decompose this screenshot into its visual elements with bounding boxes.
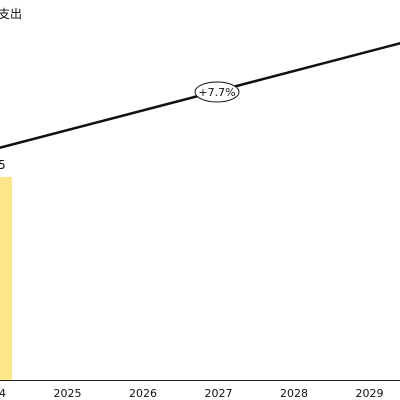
- bar-2024: [0, 177, 12, 380]
- cagr-label-bubble: [194, 81, 240, 103]
- x-tick-label: 2024: [0, 387, 6, 400]
- x-tick-label: 2026: [129, 387, 157, 400]
- x-tick-label: 2028: [280, 387, 308, 400]
- bar-value-label: 5: [0, 158, 6, 172]
- x-tick-label: 2025: [54, 387, 82, 400]
- cagr-label: +7.7%: [198, 86, 235, 99]
- x-tick-label: 2027: [205, 387, 233, 400]
- chart-title: 支出: [0, 7, 23, 21]
- x-tick-label: 2029: [356, 387, 384, 400]
